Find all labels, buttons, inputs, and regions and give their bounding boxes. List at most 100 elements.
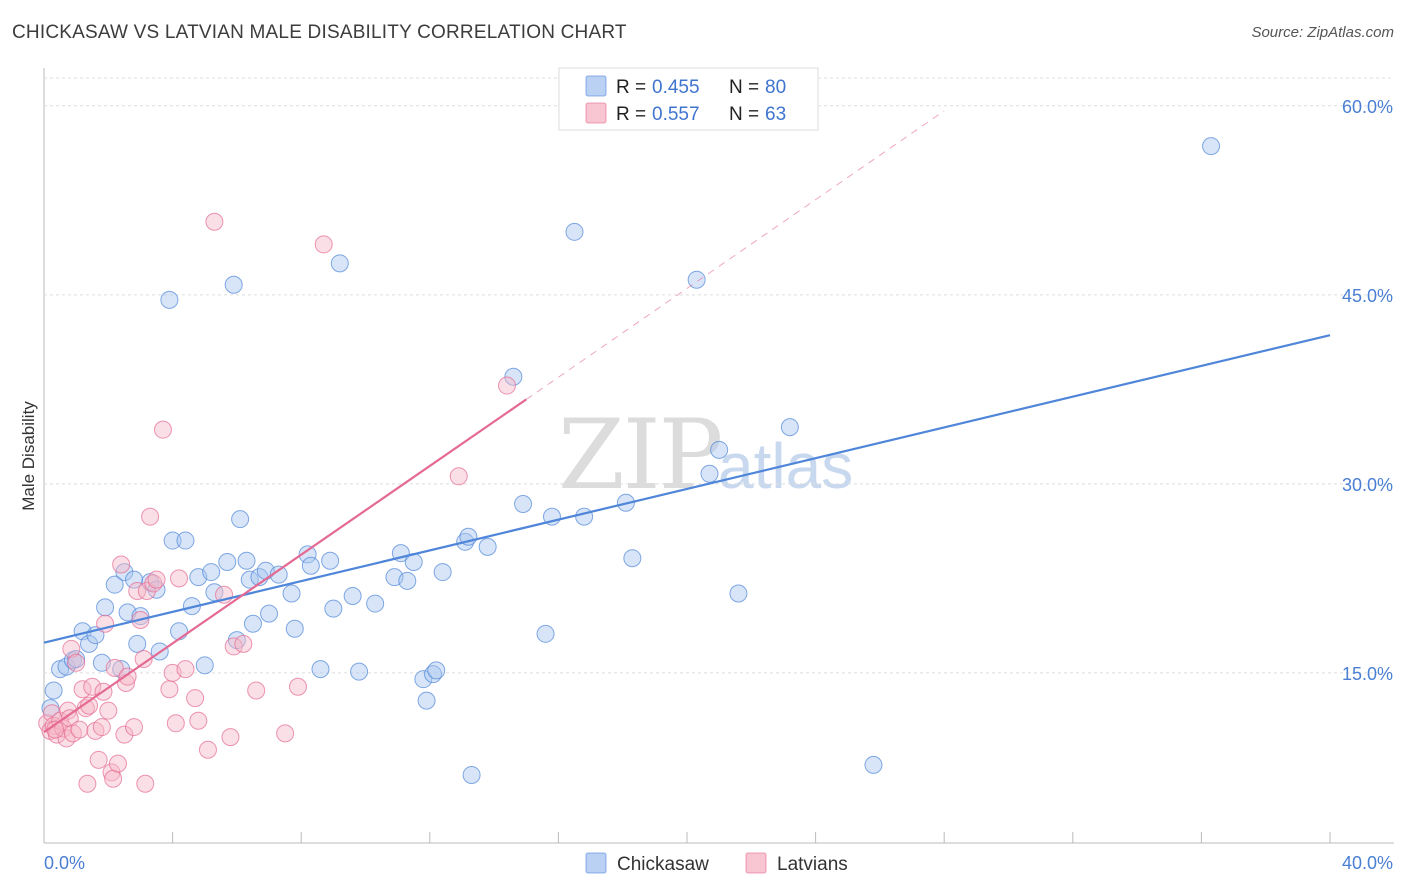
x-tick-label-max: 40.0% bbox=[1342, 853, 1393, 873]
latvians-point bbox=[449, 467, 468, 486]
latvians-point bbox=[288, 677, 307, 696]
latvians-point bbox=[70, 720, 89, 739]
latvians-point bbox=[128, 581, 147, 600]
latvians-point bbox=[112, 555, 131, 574]
chickasaw-point bbox=[311, 660, 330, 679]
y-axis-label: Male Disability bbox=[19, 401, 38, 511]
chickasaw-point bbox=[128, 634, 147, 653]
chickasaw-point bbox=[514, 495, 533, 514]
latvians-point bbox=[314, 235, 333, 254]
legend-swatch-chickasaw bbox=[585, 75, 607, 97]
y-tick-label: 15.0% bbox=[1342, 664, 1393, 684]
latvians-point bbox=[83, 677, 102, 696]
latvians-point bbox=[104, 769, 123, 788]
y-tick-label: 60.0% bbox=[1342, 97, 1393, 117]
chickasaw-point bbox=[780, 418, 799, 437]
chickasaw-point bbox=[285, 619, 304, 638]
latvians-point bbox=[108, 754, 127, 773]
chickasaw-point bbox=[687, 270, 706, 289]
chickasaw-point bbox=[330, 254, 349, 273]
chickasaw-point bbox=[44, 681, 63, 700]
chickasaw-point bbox=[67, 650, 86, 669]
chickasaw-point bbox=[729, 584, 748, 603]
legend-swatch-latvians bbox=[585, 102, 607, 124]
chickasaw-point bbox=[366, 594, 385, 613]
chickasaw-point bbox=[414, 670, 433, 689]
latvians-point bbox=[89, 750, 108, 769]
source-label: Source: ZipAtlas.com bbox=[1251, 24, 1394, 41]
chickasaw-point bbox=[504, 367, 523, 386]
latvians-point bbox=[67, 653, 86, 672]
legend-box: R = 0.455 N = 80 R = 0.557 N = 63 bbox=[558, 67, 819, 131]
y-tick-label: 45.0% bbox=[1342, 286, 1393, 306]
chickasaw-point bbox=[105, 575, 124, 594]
bottom-legend: Chickasaw Latvians bbox=[585, 852, 848, 875]
legend-r-label-1: R = bbox=[616, 77, 646, 98]
chickasaw-trend-line bbox=[43, 334, 1331, 644]
chickasaw-point bbox=[57, 657, 76, 676]
chickasaw-point bbox=[237, 551, 256, 570]
chickasaw-point bbox=[125, 570, 144, 589]
latvians-point bbox=[166, 714, 185, 733]
chickasaw-point bbox=[343, 587, 362, 606]
chickasaw-point bbox=[478, 537, 497, 556]
latvians-point bbox=[198, 740, 217, 759]
chickasaw-point bbox=[398, 571, 417, 590]
chickasaw-point bbox=[195, 656, 214, 675]
chickasaw-point bbox=[282, 584, 301, 603]
bottom-legend-swatch-chickasaw bbox=[585, 852, 607, 874]
legend-n-value-1: 80 bbox=[765, 77, 786, 98]
chickasaw-point bbox=[176, 531, 195, 550]
chickasaw-point bbox=[301, 556, 320, 575]
legend-r-label-2: R = bbox=[616, 104, 646, 125]
latvians-point bbox=[125, 718, 144, 737]
chickasaw-point bbox=[427, 661, 446, 680]
latvians-point bbox=[170, 569, 189, 588]
legend-r-value-2: 0.557 bbox=[652, 104, 700, 125]
latvians-point bbox=[141, 507, 160, 526]
latvians-trend-extension bbox=[525, 110, 945, 400]
latvians-point bbox=[276, 724, 295, 743]
latvians-point bbox=[134, 650, 153, 669]
latvians-point bbox=[105, 658, 124, 677]
latvians-point bbox=[247, 681, 266, 700]
latvians-point bbox=[189, 711, 208, 730]
chickasaw-point bbox=[160, 290, 179, 309]
chickasaw-point bbox=[575, 507, 594, 526]
latvians-point bbox=[115, 725, 134, 744]
legend-n-label-2: N = bbox=[729, 104, 759, 125]
latvians-point bbox=[234, 634, 253, 653]
latvians-point bbox=[62, 639, 81, 658]
chickasaw-point bbox=[224, 275, 243, 294]
latvians-point bbox=[205, 212, 224, 231]
chickasaw-point bbox=[80, 634, 99, 653]
legend-r-value-1: 0.455 bbox=[652, 77, 700, 98]
latvians-point bbox=[78, 774, 97, 793]
latvians-point bbox=[136, 774, 155, 793]
latvians-point bbox=[160, 680, 179, 699]
chickasaw-point bbox=[710, 440, 729, 459]
chickasaw-point bbox=[536, 624, 555, 643]
latvians-points bbox=[38, 212, 516, 793]
chickasaw-point bbox=[462, 765, 481, 784]
chickasaw-point bbox=[202, 563, 221, 582]
latvians-point bbox=[102, 763, 121, 782]
latvians-point bbox=[147, 570, 166, 589]
latvians-trend-line bbox=[43, 398, 527, 734]
watermark-zip: ZIP bbox=[558, 399, 721, 511]
chickasaw-point bbox=[1202, 137, 1221, 156]
bottom-legend-label-latvians: Latvians bbox=[777, 854, 848, 875]
bottom-legend-label-chickasaw: Chickasaw bbox=[617, 854, 709, 875]
chickasaw-point bbox=[324, 599, 343, 618]
chickasaw-point bbox=[321, 551, 340, 570]
latvians-point bbox=[176, 660, 195, 679]
chickasaw-point bbox=[231, 510, 250, 529]
chickasaw-point bbox=[700, 464, 719, 483]
latvians-point bbox=[497, 376, 516, 395]
chickasaw-point bbox=[298, 545, 317, 564]
latvians-point bbox=[186, 689, 205, 708]
chickasaw-point bbox=[864, 755, 883, 774]
chickasaw-point bbox=[260, 604, 279, 623]
legend-n-label-1: N = bbox=[729, 77, 759, 98]
